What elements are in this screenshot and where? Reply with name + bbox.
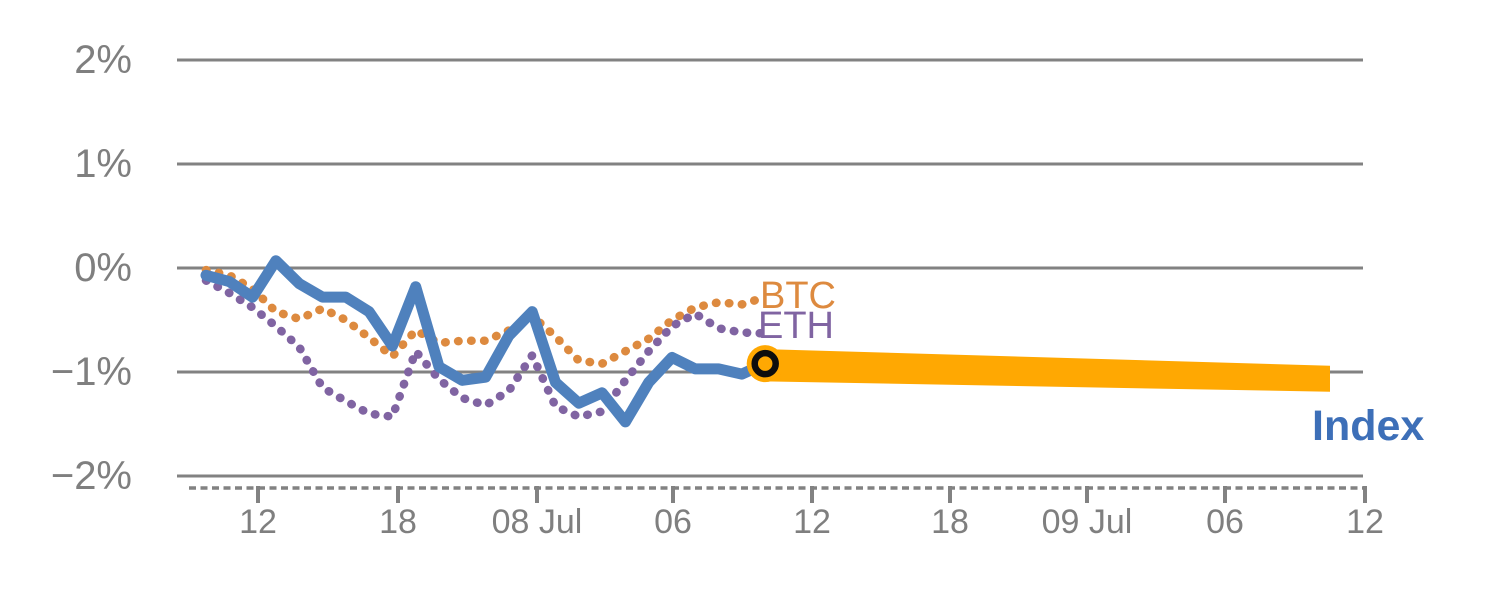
index-line bbox=[200, 255, 771, 428]
btc-dotted-line bbox=[201, 265, 770, 368]
x-tick-label-1: 18 bbox=[379, 503, 417, 541]
x-tick-label-4: 12 bbox=[793, 503, 831, 541]
eth-series-label: ETH bbox=[758, 305, 834, 347]
eth-dotted-line bbox=[201, 276, 770, 421]
marker-ring bbox=[751, 349, 779, 378]
y-tick-label-3: −1% bbox=[50, 350, 132, 394]
x-tick-label-7: 06 bbox=[1206, 503, 1244, 541]
y-tick-label-2: 0% bbox=[74, 246, 132, 290]
x-tick-label-0: 12 bbox=[239, 503, 277, 541]
x-tick-label-5: 18 bbox=[931, 503, 969, 541]
y-tick-label-1: 1% bbox=[74, 142, 132, 186]
x-tick-label-2: 08 Jul bbox=[491, 503, 583, 541]
index-series-label: Index bbox=[1312, 402, 1425, 450]
x-tick-label-3: 06 bbox=[654, 503, 692, 541]
y-tick-label-4: −2% bbox=[50, 454, 132, 498]
x-tick-label-6: 09 Jul bbox=[1041, 503, 1133, 541]
btc-series-label: BTC bbox=[760, 275, 836, 317]
index-forecast-band bbox=[765, 349, 1330, 392]
y-tick-label-0: 2% bbox=[74, 38, 132, 82]
x-tick-label-8: 12 bbox=[1346, 503, 1384, 541]
